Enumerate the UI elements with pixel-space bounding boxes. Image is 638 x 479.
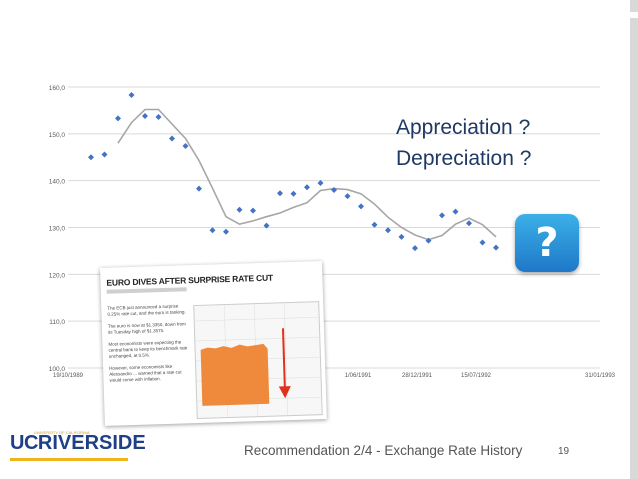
- x-tick-label: 15/07/1992: [461, 373, 492, 379]
- news-arrow-head: [278, 386, 291, 399]
- data-point: [169, 135, 175, 142]
- data-point: [196, 185, 202, 192]
- depreciation-label: Depreciation ?: [396, 147, 532, 170]
- data-point: [277, 190, 283, 197]
- logo-stripe: [10, 458, 128, 461]
- x-axis-labels: 19/10/1989 1/06/1991 28/12/1991 15/07/1992 3…: [53, 373, 616, 379]
- data-point: [263, 222, 270, 229]
- data-point: [142, 113, 148, 120]
- y-tick-label: 160,0: [49, 85, 66, 92]
- news-paragraph: However, some economists like Alessandro…: [109, 363, 182, 383]
- data-point: [304, 184, 310, 191]
- logo-riverside: RIVERSIDE: [37, 432, 146, 454]
- data-point: [358, 203, 364, 210]
- news-body: The ECB just announced a surprise 0.25% …: [107, 303, 192, 390]
- footer-title: Recommendation 2/4 - Exchange Rate Histo…: [244, 443, 523, 458]
- news-clipping: EURO DIVES AFTER SURPRISE RATE CUT The E…: [100, 261, 327, 426]
- data-point: [452, 208, 459, 215]
- x-tick-label: 28/12/1991: [402, 373, 433, 379]
- data-point: [412, 245, 418, 252]
- data-point: [371, 221, 378, 228]
- slide-edge-mark: [630, 12, 638, 18]
- chart-grid: [68, 86, 600, 369]
- appreciation-label: Appreciation ?: [396, 116, 531, 139]
- news-chart-area: [200, 343, 270, 406]
- news-chart: [193, 301, 323, 420]
- data-point: [88, 154, 94, 161]
- data-point: [385, 227, 391, 234]
- y-tick-label: 150,0: [49, 132, 66, 139]
- news-paragraph: Most economists were expecting the centr…: [108, 339, 188, 359]
- x-tick-label: 31/01/1993: [585, 373, 616, 379]
- data-point: [155, 113, 162, 120]
- logo-uc: UC: [10, 432, 38, 454]
- data-point: [115, 115, 121, 122]
- data-point: [101, 151, 108, 158]
- question-mark-badge: ?: [515, 214, 579, 272]
- data-point: [466, 220, 472, 227]
- news-paragraph: The ECB just announced a surprise 0.25% …: [107, 303, 186, 317]
- slide-edge-bar: [630, 0, 638, 479]
- x-tick-label: 19/10/1989: [53, 373, 84, 379]
- data-point: [223, 228, 229, 235]
- data-point: [250, 207, 256, 214]
- logo-university-text: UNIVERSITY OF CALIFORNIA: [34, 430, 90, 435]
- news-chart-graphic: [194, 303, 322, 418]
- y-tick-label: 100,0: [49, 366, 66, 373]
- y-axis-labels: 160,0 150,0 140,0 130,0 120,0 110,0 100,0: [49, 85, 66, 373]
- moving-average-line: [117, 108, 497, 241]
- data-point: [182, 143, 189, 150]
- news-arrow: [281, 328, 286, 389]
- y-tick-label: 120,0: [49, 272, 66, 279]
- news-headline: EURO DIVES AFTER SURPRISE RATE CUT: [106, 272, 274, 288]
- y-tick-label: 140,0: [49, 179, 66, 186]
- ucr-logo: UNIVERSITY OF CALIFORNIA UCRIVERSIDE: [10, 430, 146, 461]
- data-point: [493, 244, 499, 251]
- data-point: [236, 206, 243, 213]
- data-point: [479, 239, 486, 246]
- page-number: 19: [558, 446, 570, 457]
- data-point: [317, 180, 324, 187]
- x-tick-label: 1/06/1991: [345, 373, 372, 379]
- data-point: [425, 237, 432, 244]
- y-tick-label: 130,0: [49, 226, 66, 233]
- data-points-series: [88, 91, 499, 252]
- data-point: [331, 187, 337, 194]
- y-tick-label: 110,0: [49, 319, 65, 326]
- data-point: [439, 212, 445, 219]
- news-paragraph: The euro is now at $1.3350, down from it…: [107, 321, 186, 335]
- data-point: [128, 91, 135, 98]
- data-point: [398, 233, 405, 240]
- news-byline-bar: [106, 287, 187, 294]
- moving-average-series: [117, 108, 497, 241]
- data-point: [209, 227, 216, 234]
- data-point: [290, 190, 297, 197]
- data-point: [344, 193, 351, 200]
